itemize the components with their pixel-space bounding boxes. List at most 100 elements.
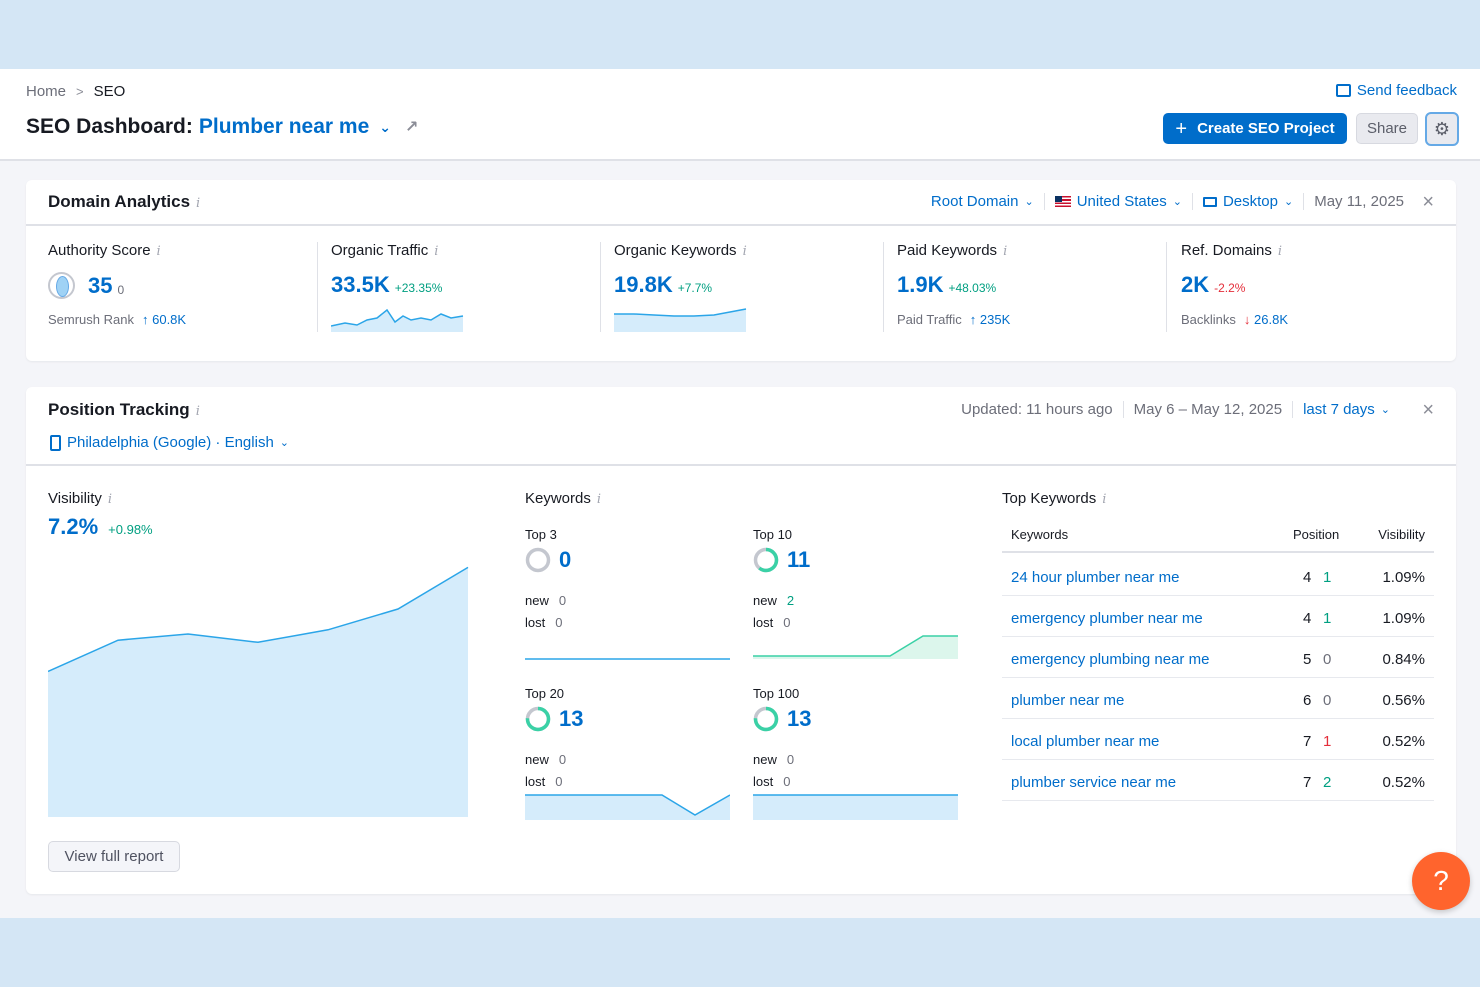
external-link-icon[interactable]: ↗	[405, 119, 419, 136]
kw-block-top20[interactable]: Top 20 13 new 0 lost 0	[525, 686, 730, 826]
table-row[interactable]: plumber near me 6 0 0.56%	[1002, 678, 1434, 719]
organic-keywords-sparkline	[614, 308, 747, 332]
keyword-visibility: 0.52%	[1382, 774, 1425, 791]
keyword-visibility: 0.84%	[1382, 651, 1425, 668]
metric-ref-domains[interactable]: Ref. Domains i 2K -2.2% Backlinks ↓ 26.8K	[1181, 242, 1451, 332]
kw-lost: lost 0	[525, 615, 563, 630]
location-dropdown[interactable]: Philadelphia (Google) · English ⌄	[50, 434, 289, 451]
kw-block-value: 11	[753, 547, 810, 573]
chevron-down-icon: ⌄	[1380, 404, 1390, 416]
app: Home > SEO SEO Dashboard: Plumber near m…	[0, 69, 1480, 918]
info-icon[interactable]: i	[434, 244, 439, 259]
root-domain-dropdown[interactable]: Root Domain ⌄	[921, 193, 1045, 210]
domain-analytics-controls: Root Domain ⌄ United States ⌄ Desktop ⌄ …	[921, 193, 1404, 210]
breadcrumb-home[interactable]: Home	[26, 83, 67, 100]
top-keywords-label: Top Keywords i	[1002, 490, 1107, 507]
keyword-link[interactable]: emergency plumbing near me	[1011, 651, 1210, 668]
help-button[interactable]: ?	[1412, 852, 1470, 910]
info-icon[interactable]: i	[1277, 244, 1283, 259]
header-visibility[interactable]: Visibility	[1378, 527, 1425, 542]
metric-organic-traffic[interactable]: Organic Traffic i 33.5K +23.35%	[331, 242, 601, 332]
metric-paid-keywords[interactable]: Paid Keywords i 1.9K +48.03% Paid Traffic…	[897, 242, 1167, 332]
metric-sub-label: Semrush Rank	[48, 312, 134, 327]
kw-lost: lost 0	[753, 615, 791, 630]
device-dropdown[interactable]: Desktop ⌄	[1193, 193, 1305, 210]
domain-analytics-card: Domain Analytics i Root Domain ⌄ United S…	[26, 180, 1456, 361]
metric-value: 19.8K +7.7%	[614, 272, 712, 298]
visibility-delta: +0.98%	[108, 522, 153, 537]
feedback-icon	[1335, 84, 1351, 97]
metric-authority-score[interactable]: Authority Score i 35 0 Semrush Rank ↑ 60.…	[48, 242, 318, 332]
close-icon[interactable]: ×	[1422, 399, 1434, 421]
info-icon[interactable]: i	[1102, 492, 1107, 507]
keyword-link[interactable]: 24 hour plumber near me	[1011, 569, 1180, 586]
project-selector[interactable]: Plumber near me	[198, 115, 370, 138]
authority-score-value: 35	[88, 272, 113, 298]
metric-label: Organic Traffic i	[331, 242, 439, 259]
header-position[interactable]: Position	[1293, 527, 1340, 542]
keyword-position: 7	[1303, 774, 1312, 791]
chevron-down-icon[interactable]: ⌄	[379, 118, 392, 135]
keyword-link[interactable]: local plumber near me	[1011, 733, 1160, 750]
metric-delta: +23.35%	[394, 281, 443, 295]
info-icon[interactable]: i	[1003, 244, 1008, 259]
info-icon[interactable]: i	[156, 244, 161, 259]
date-label: May 11, 2025	[1314, 193, 1404, 210]
domain-analytics-title: Domain Analytics i	[48, 192, 200, 212]
keyword-position: 4	[1303, 610, 1312, 627]
header-keywords[interactable]: Keywords	[1011, 527, 1069, 542]
organic-keywords-value: 19.8K	[614, 272, 673, 297]
gear-icon[interactable]: ⚙	[1425, 112, 1459, 146]
position-tracking-title: Position Tracking i	[48, 400, 200, 420]
keywords-label: Keywords i	[525, 490, 602, 507]
authority-score-icon	[48, 272, 75, 299]
info-icon[interactable]: i	[596, 492, 602, 507]
kw-sparkline	[753, 794, 958, 820]
table-row[interactable]: plumber service near me 7 2 0.52%	[1002, 760, 1434, 801]
keyword-link[interactable]: plumber service near me	[1011, 774, 1177, 791]
period-dropdown[interactable]: last 7 days ⌄	[1293, 401, 1400, 418]
keyword-change: 2	[1323, 774, 1332, 791]
keyword-position: 6	[1303, 692, 1312, 709]
keyword-link[interactable]: plumber near me	[1011, 692, 1125, 709]
info-icon[interactable]: i	[107, 492, 113, 507]
close-icon[interactable]: ×	[1422, 191, 1434, 213]
page-title-prefix: SEO Dashboard:	[26, 115, 193, 138]
kw-block-value: 13	[753, 706, 811, 732]
info-icon[interactable]: i	[195, 404, 200, 419]
keyword-link[interactable]: emergency plumber near me	[1011, 610, 1203, 627]
table-row[interactable]: local plumber near me 7 1 0.52%	[1002, 719, 1434, 760]
kw-new: new 0	[753, 752, 795, 767]
metric-sub-label: Paid Traffic	[897, 312, 962, 327]
page-header: Home > SEO SEO Dashboard: Plumber near m…	[0, 69, 1480, 161]
kw-new: new 0	[525, 593, 567, 608]
kw-lost: lost 0	[525, 774, 563, 789]
send-feedback-link[interactable]: Send feedback	[1335, 82, 1457, 99]
kw-sparkline	[525, 658, 730, 660]
updated-label: Updated: 11 hours ago	[951, 401, 1124, 418]
donut-icon	[525, 706, 551, 732]
chevron-right-icon: >	[76, 84, 84, 99]
table-row[interactable]: emergency plumber near me 4 1 1.09%	[1002, 596, 1434, 637]
breadcrumb: Home > SEO	[26, 83, 125, 100]
kw-block-label: Top 20	[525, 686, 565, 701]
kw-block-top10[interactable]: Top 10 11 new 2 lost 0	[753, 527, 958, 667]
country-dropdown[interactable]: United States ⌄	[1045, 193, 1193, 210]
info-icon[interactable]: i	[196, 196, 201, 211]
keyword-visibility: 1.09%	[1382, 569, 1425, 586]
chevron-down-icon: ⌄	[1024, 196, 1034, 208]
create-seo-project-button[interactable]: + Create SEO Project	[1163, 113, 1347, 144]
share-button[interactable]: Share	[1356, 113, 1418, 144]
info-icon[interactable]: i	[742, 244, 747, 259]
kw-block-top100[interactable]: Top 100 13 new 0 lost 0	[753, 686, 958, 826]
arrow-up-icon: ↑	[969, 312, 977, 327]
visibility-line	[48, 566, 469, 673]
view-full-report-button[interactable]: View full report	[48, 841, 180, 872]
metric-organic-keywords[interactable]: Organic Keywords i 19.8K +7.7%	[614, 242, 884, 332]
kw-block-top3[interactable]: Top 3 0 new 0 lost 0	[525, 527, 730, 667]
kw-sparkline	[525, 794, 730, 820]
breadcrumb-current: SEO	[93, 83, 126, 100]
table-row[interactable]: 24 hour plumber near me 4 1 1.09%	[1002, 555, 1434, 596]
keyword-change: 0	[1323, 692, 1332, 709]
table-row[interactable]: emergency plumbing near me 5 0 0.84%	[1002, 637, 1434, 678]
